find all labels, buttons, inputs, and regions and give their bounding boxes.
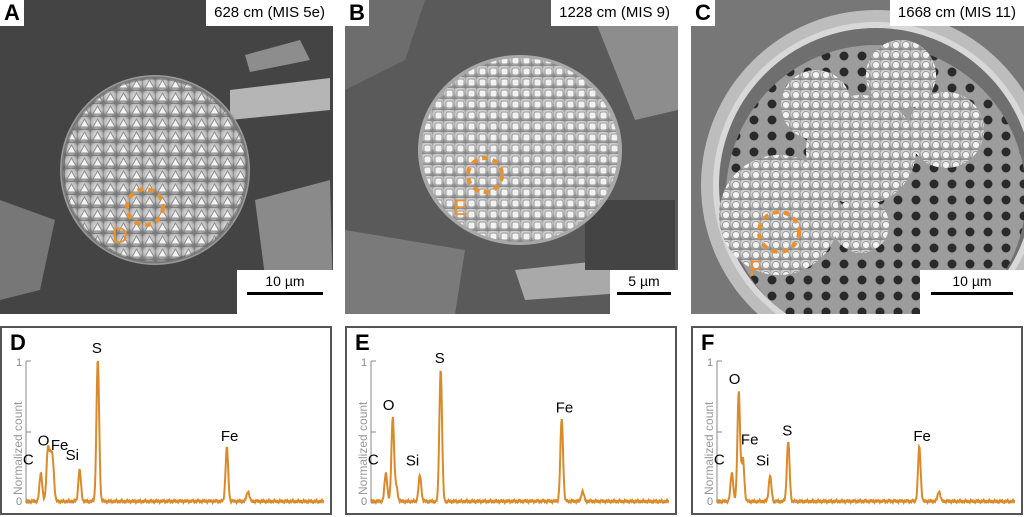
y-tick-label-0: 0 [361, 496, 367, 508]
peak-label-s: S [782, 422, 792, 439]
y-tick-label-0: 0 [707, 496, 713, 508]
sem-panel-c: F C 1668 cm (MIS 11) 10 µm [691, 0, 1024, 314]
spectrum-panel-f: F 1 0 Normalized count C O Fe Si S Fe [691, 326, 1023, 515]
depth-label-a: 628 cm (MIS 5e) [206, 0, 333, 26]
analysis-spot-e [466, 156, 504, 194]
y-tick-label-1: 1 [707, 357, 713, 369]
peak-label-fe: Fe [741, 431, 759, 448]
panel-letter-c: C [691, 0, 715, 26]
y-axis-label: Normalized count [702, 401, 716, 495]
spectrum-panel-e: E 1 0 Normalized count C O Si S Fe [345, 326, 677, 515]
y-axis-label: Normalized count [356, 401, 370, 495]
scale-line-a [247, 292, 323, 295]
peak-label-o: O [38, 432, 50, 449]
scale-line-c [931, 292, 1013, 295]
scale-line-b [617, 292, 671, 295]
spot-label-e: E [453, 195, 468, 220]
spectrum-letter-d: D [10, 330, 26, 355]
spectrum-letter-f: F [701, 330, 715, 355]
peak-label-fe: Fe [221, 428, 239, 445]
spot-label-d: D [112, 223, 128, 248]
sem-image-c: F [691, 0, 1024, 314]
peak-label-s: S [435, 350, 445, 367]
spectrum-panel-d: D 1 0 Normalized count C O Fe Si S Fe [0, 326, 332, 515]
peak-label-si: Si [756, 452, 769, 469]
panel-letter-b: B [345, 0, 369, 26]
scale-bar-c: 10 µm [920, 270, 1024, 314]
spectrum-line [370, 370, 670, 506]
spectrum-line [25, 360, 325, 506]
sem-panel-b: E B 1228 cm (MIS 9) 5 µm [345, 0, 678, 314]
sem-panel-a: D A 628 cm (MIS 5e) 10 µm [0, 0, 333, 314]
spectrum-line [716, 391, 1016, 506]
y-tick-label-1: 1 [361, 357, 367, 369]
y-tick-label-0: 0 [16, 496, 22, 508]
scale-bar-a: 10 µm [237, 270, 333, 314]
peak-label-si: Si [66, 447, 79, 464]
peak-label-s: S [92, 340, 102, 357]
peak-label-fe: Fe [913, 428, 931, 445]
peak-label-c: C [368, 452, 379, 469]
sem-image-b: E [345, 0, 678, 314]
analysis-spot-f [757, 210, 801, 254]
peak-label-o: O [729, 371, 741, 388]
depth-label-c: 1668 cm (MIS 11) [889, 0, 1024, 26]
scale-label-b: 5 µm [628, 273, 660, 289]
peak-label-fe: Fe [556, 400, 574, 417]
peak-label-si: Si [406, 452, 419, 469]
depth-label-b: 1228 cm (MIS 9) [551, 0, 678, 26]
scale-label-c: 10 µm [952, 273, 992, 289]
peak-label-fe: Fe [51, 437, 69, 454]
scale-bar-b: 5 µm [610, 270, 678, 314]
y-tick-label-1: 1 [16, 357, 22, 369]
spot-label-f: F [749, 256, 762, 281]
analysis-spot-d [125, 187, 165, 227]
peak-label-c: C [714, 452, 725, 469]
peak-label-c: C [23, 452, 34, 469]
panel-letter-a: A [0, 0, 24, 26]
y-axis-label: Normalized count [11, 401, 25, 495]
peak-label-o: O [383, 397, 395, 414]
spectrum-letter-e: E [355, 330, 370, 355]
sem-image-a: D [0, 0, 333, 314]
scale-label-a: 10 µm [265, 273, 305, 289]
